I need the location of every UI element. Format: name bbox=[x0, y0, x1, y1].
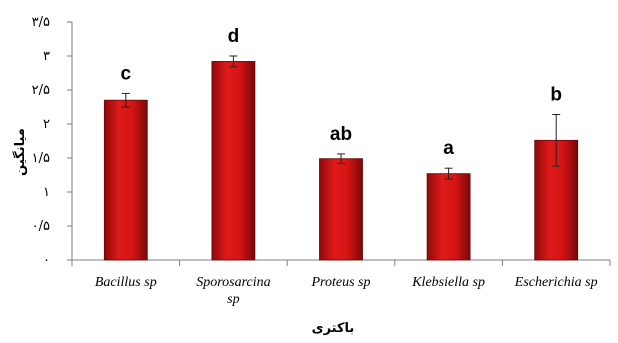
bar bbox=[211, 61, 256, 261]
category-label: Bacillus sp bbox=[95, 275, 157, 290]
y-axis-title: میانگین bbox=[12, 128, 28, 176]
significance-letter: c bbox=[121, 63, 132, 84]
category-label: Escherichia sp bbox=[514, 275, 598, 290]
x-axis-title: باکتری bbox=[312, 321, 355, 336]
significance-letter: d bbox=[228, 26, 240, 47]
y-tick-label: ۳ bbox=[43, 49, 50, 64]
significance-letter: b bbox=[550, 84, 562, 105]
bar bbox=[103, 99, 148, 261]
y-tick-label: ۰/۵ bbox=[32, 219, 50, 234]
significance-letter: ab bbox=[330, 124, 352, 145]
y-tick-label: ۲/۵ bbox=[32, 83, 50, 98]
y-tick-label: ۱ bbox=[43, 185, 50, 200]
y-tick-label: ۱/۵ bbox=[32, 151, 50, 166]
category-label: Proteus sp bbox=[311, 275, 371, 290]
plot-area: ۰ ۰/۵ ۱ ۱/۵ ۲ ۲/۵ ۳ ۳/۵ c Bacillus sp d Sporosarcin… bbox=[32, 15, 611, 307]
bar bbox=[426, 173, 471, 261]
significance-letter: a bbox=[443, 138, 454, 159]
bar bbox=[319, 158, 363, 261]
y-tick-label: ۰ bbox=[43, 253, 50, 268]
category-label: sp bbox=[227, 292, 239, 307]
category-label: Klebsiella sp bbox=[411, 275, 485, 290]
y-tick-label: ۲ bbox=[43, 117, 50, 132]
y-tick-label: ۳/۵ bbox=[32, 15, 50, 30]
category-label: Sporosarcina bbox=[196, 275, 270, 290]
